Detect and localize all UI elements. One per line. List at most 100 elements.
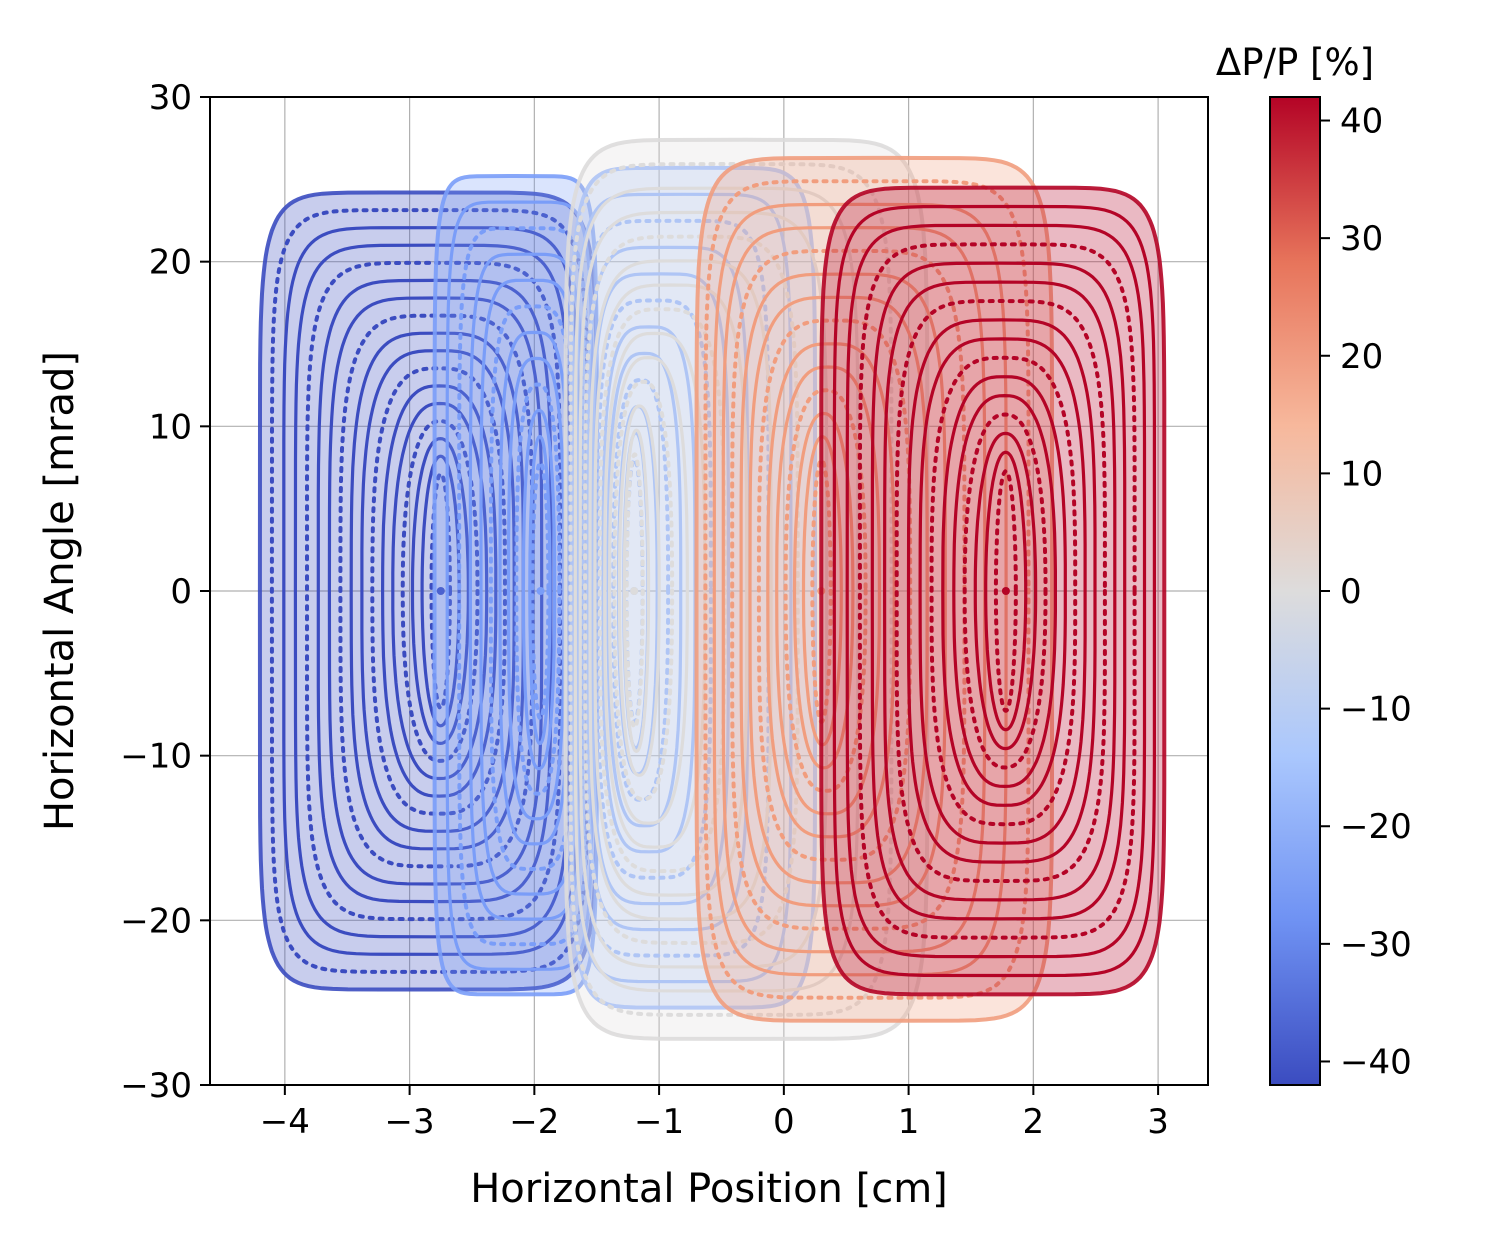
x-tick-label: −4 — [260, 1102, 310, 1142]
orbit-ring — [593, 283, 749, 897]
x-tick-label: −1 — [634, 1102, 684, 1142]
colorbar-tick-label: −20 — [1340, 807, 1412, 847]
x-tick-label: −2 — [509, 1102, 559, 1142]
orbit-ring — [588, 259, 773, 921]
y-tick-label: −20 — [120, 901, 192, 941]
orbit-ring — [801, 435, 843, 747]
orbit-ring — [984, 450, 1028, 732]
colorbar-tick-label: 0 — [1340, 572, 1362, 612]
series-dpp-minus10 — [569, 165, 817, 1010]
orbit-ring — [580, 218, 771, 958]
orbit-center-point — [436, 587, 445, 595]
orbit-ring — [918, 337, 1087, 845]
orbit-ring — [420, 454, 461, 728]
y-axis: −30 −20 −10 0 10 20 30 — [120, 78, 210, 1106]
orbit-ring — [611, 377, 671, 802]
orbit-ring — [617, 404, 661, 777]
orbit-ring — [857, 242, 1137, 940]
x-tick-label: 1 — [898, 1102, 920, 1142]
colorbar-tick-label: −40 — [1340, 1042, 1412, 1082]
orbit-ring — [269, 208, 590, 974]
orbit-ring — [506, 356, 566, 821]
orbit-ring — [601, 325, 697, 854]
orbit-ring — [622, 428, 651, 753]
y-tick-label: 0 — [170, 572, 192, 612]
data-layer — [257, 137, 1167, 1041]
colorbar-title: ΔP/P [%] — [1216, 41, 1374, 84]
orbit-ring — [530, 460, 551, 721]
colorbar-tick-label: 40 — [1340, 102, 1383, 142]
orbit-ring — [612, 379, 675, 802]
x-tick-label: 0 — [773, 1102, 795, 1142]
orbit-ring — [468, 252, 585, 921]
orbit-ring — [360, 349, 516, 833]
colorbar-tick-label: 30 — [1340, 219, 1383, 259]
orbit-ring — [528, 434, 552, 746]
y-tick-label: 20 — [149, 243, 192, 283]
series-dpp-minus40 — [257, 190, 599, 992]
orbit-ring — [429, 471, 453, 711]
orbit-ring — [521, 408, 557, 771]
y-axis-title: Horizontal Angle [mrad] — [37, 351, 83, 831]
orbit-ring — [380, 384, 498, 798]
orbit-ring — [410, 436, 470, 746]
series-dpp-plus20 — [694, 155, 1055, 1023]
orbit-ring — [603, 331, 707, 849]
orbit-ring — [498, 330, 571, 846]
x-axis-title: Horizontal Position [cm] — [470, 1166, 948, 1212]
y-tick-label: 30 — [149, 78, 192, 118]
orbit-ring — [845, 223, 1147, 959]
colorbar-tick-label: 20 — [1340, 337, 1383, 377]
colorbar — [1269, 96, 1321, 1086]
y-tick-label: 10 — [149, 407, 192, 447]
orbit-ring — [993, 469, 1018, 713]
orbit-ring — [929, 355, 1078, 827]
orbit-ring — [775, 365, 882, 816]
orbit-ring — [583, 234, 800, 946]
orbit-ring — [766, 342, 896, 839]
colorbar-tick-label: 10 — [1340, 454, 1383, 494]
x-tick-label: 3 — [1147, 1102, 1169, 1142]
orbit-ring — [894, 298, 1107, 884]
orbit-ring — [595, 298, 713, 880]
orbit-ring — [624, 452, 645, 730]
y-tick-label: −30 — [120, 1066, 192, 1106]
series-dpp-plus40 — [819, 185, 1167, 997]
x-axis: −4 −3 −2 −1 0 1 2 3 — [260, 1085, 1169, 1142]
orbit-ring — [810, 457, 833, 725]
orbit-ring — [282, 226, 581, 956]
colorbar-axis: −40 −30 −20 −10 0 10 20 30 40 — [1320, 102, 1412, 1082]
orbit-ring — [952, 393, 1057, 789]
orbit-ring — [514, 382, 562, 796]
orbit-ring — [703, 179, 1031, 1000]
orbit-ring — [370, 366, 508, 816]
orbit-ring — [870, 261, 1127, 921]
x-tick-label: 2 — [1023, 1102, 1045, 1142]
colorbar-tick-label: −10 — [1340, 690, 1412, 730]
orbit-ring — [607, 355, 689, 825]
orbit-ring — [756, 318, 913, 862]
orbit-ring — [730, 248, 967, 931]
orbit-ring — [906, 318, 1097, 864]
orbit-ring — [293, 243, 571, 939]
orbit-ring — [391, 401, 489, 781]
orbit-ring — [316, 278, 553, 904]
colorbar-tick-label: −30 — [1340, 925, 1412, 965]
orbit-ring — [597, 307, 727, 874]
orbit-center-point — [1001, 587, 1010, 595]
orbit-center-point — [536, 587, 545, 595]
orbit-ring — [832, 204, 1156, 978]
orbit-envelope — [819, 185, 1167, 997]
orbit-ring — [973, 431, 1038, 751]
orbit-ring — [578, 210, 829, 969]
orbit-ring — [941, 375, 1067, 807]
orbit-ring — [338, 313, 535, 869]
orbit-ring — [488, 304, 576, 872]
orbit-center-point — [630, 587, 639, 595]
orbit-ring — [400, 419, 480, 763]
orbit-ring — [962, 412, 1048, 770]
orbit-ring — [882, 280, 1117, 902]
x-tick-label: −3 — [385, 1102, 435, 1142]
y-tick-label: −10 — [120, 737, 192, 777]
